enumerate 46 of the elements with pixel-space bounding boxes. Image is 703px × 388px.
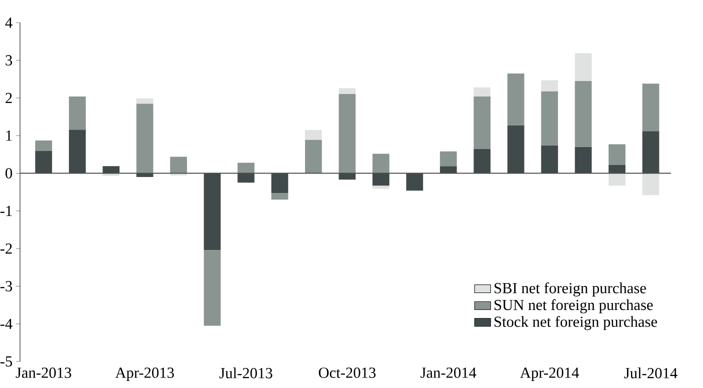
legend-label: SUN net foreign purchase: [494, 299, 653, 314]
y-tick-label: 3: [6, 55, 12, 66]
bar: [474, 87, 491, 96]
bar: [541, 91, 558, 146]
y-tick-label: -4: [0, 318, 12, 329]
x-tick-label: Jul-2013: [219, 367, 272, 378]
bar: [35, 140, 52, 151]
bar: [204, 250, 221, 326]
bar: [68, 96, 86, 130]
bar: [372, 154, 390, 174]
bar: [574, 53, 592, 81]
bar: [305, 130, 322, 140]
legend-label: Stock net foreign purchase: [494, 316, 658, 330]
bar: [608, 173, 626, 186]
y-tick-label: -3: [0, 280, 12, 292]
bar: [170, 156, 187, 174]
x-tick-label: Jan-2014: [420, 367, 476, 378]
x-tick-label: Apr-2013: [115, 367, 174, 381]
y-tick-label: -1: [0, 206, 12, 216]
bar: [338, 88, 356, 94]
bar: [305, 140, 322, 174]
bar: [440, 151, 457, 166]
bar: [642, 173, 660, 196]
y-tick-label: 1: [6, 130, 12, 141]
bar: [136, 98, 154, 104]
bar: [372, 186, 390, 189]
x-tick-label: Jan-2013: [16, 367, 72, 378]
legend-label: SBI net foreign purchase: [494, 282, 646, 296]
bar: [474, 96, 491, 149]
bar: [136, 104, 154, 174]
y-tick-label: -2: [0, 243, 12, 254]
x-tick-label: Apr-2014: [520, 367, 579, 381]
bar: [271, 193, 288, 200]
x-tick-label: Jul-2014: [624, 367, 678, 378]
bar: [507, 73, 524, 126]
y-tick-label: 2: [6, 92, 12, 103]
bar: [541, 80, 558, 92]
bar: [238, 162, 254, 174]
y-tick-label: -5: [0, 356, 12, 367]
y-tick-label: 0: [6, 168, 12, 178]
x-tick-label: Oct-2013: [318, 367, 376, 378]
y-tick-label: 4: [5, 18, 12, 28]
bar: [608, 144, 626, 165]
bar: [338, 94, 356, 174]
bar: [574, 80, 592, 147]
bar: [642, 84, 660, 132]
